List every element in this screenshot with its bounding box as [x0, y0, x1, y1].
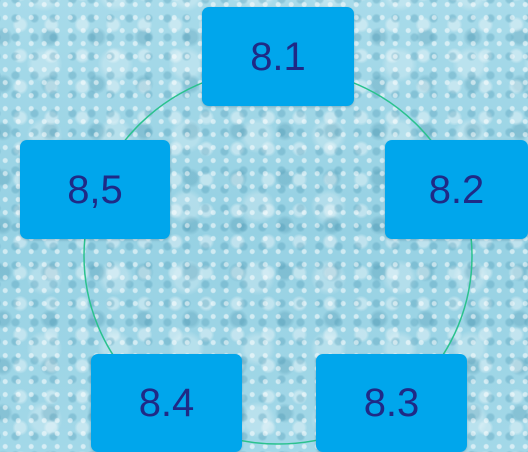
- node-8-1-label: 8.1: [250, 34, 306, 79]
- node-8-1: 8.1: [202, 7, 354, 106]
- node-8-3-label: 8.3: [363, 381, 420, 425]
- node-8-4: 8.4: [91, 354, 242, 452]
- node-8-4-label: 8.4: [138, 381, 195, 425]
- node-8-5-label: 8,5: [67, 167, 123, 212]
- node-8-2-label: 8.2: [428, 167, 485, 212]
- node-8-2: 8.2: [385, 140, 528, 239]
- node-8-5: 8,5: [20, 140, 170, 239]
- node-8-3: 8.3: [316, 354, 467, 452]
